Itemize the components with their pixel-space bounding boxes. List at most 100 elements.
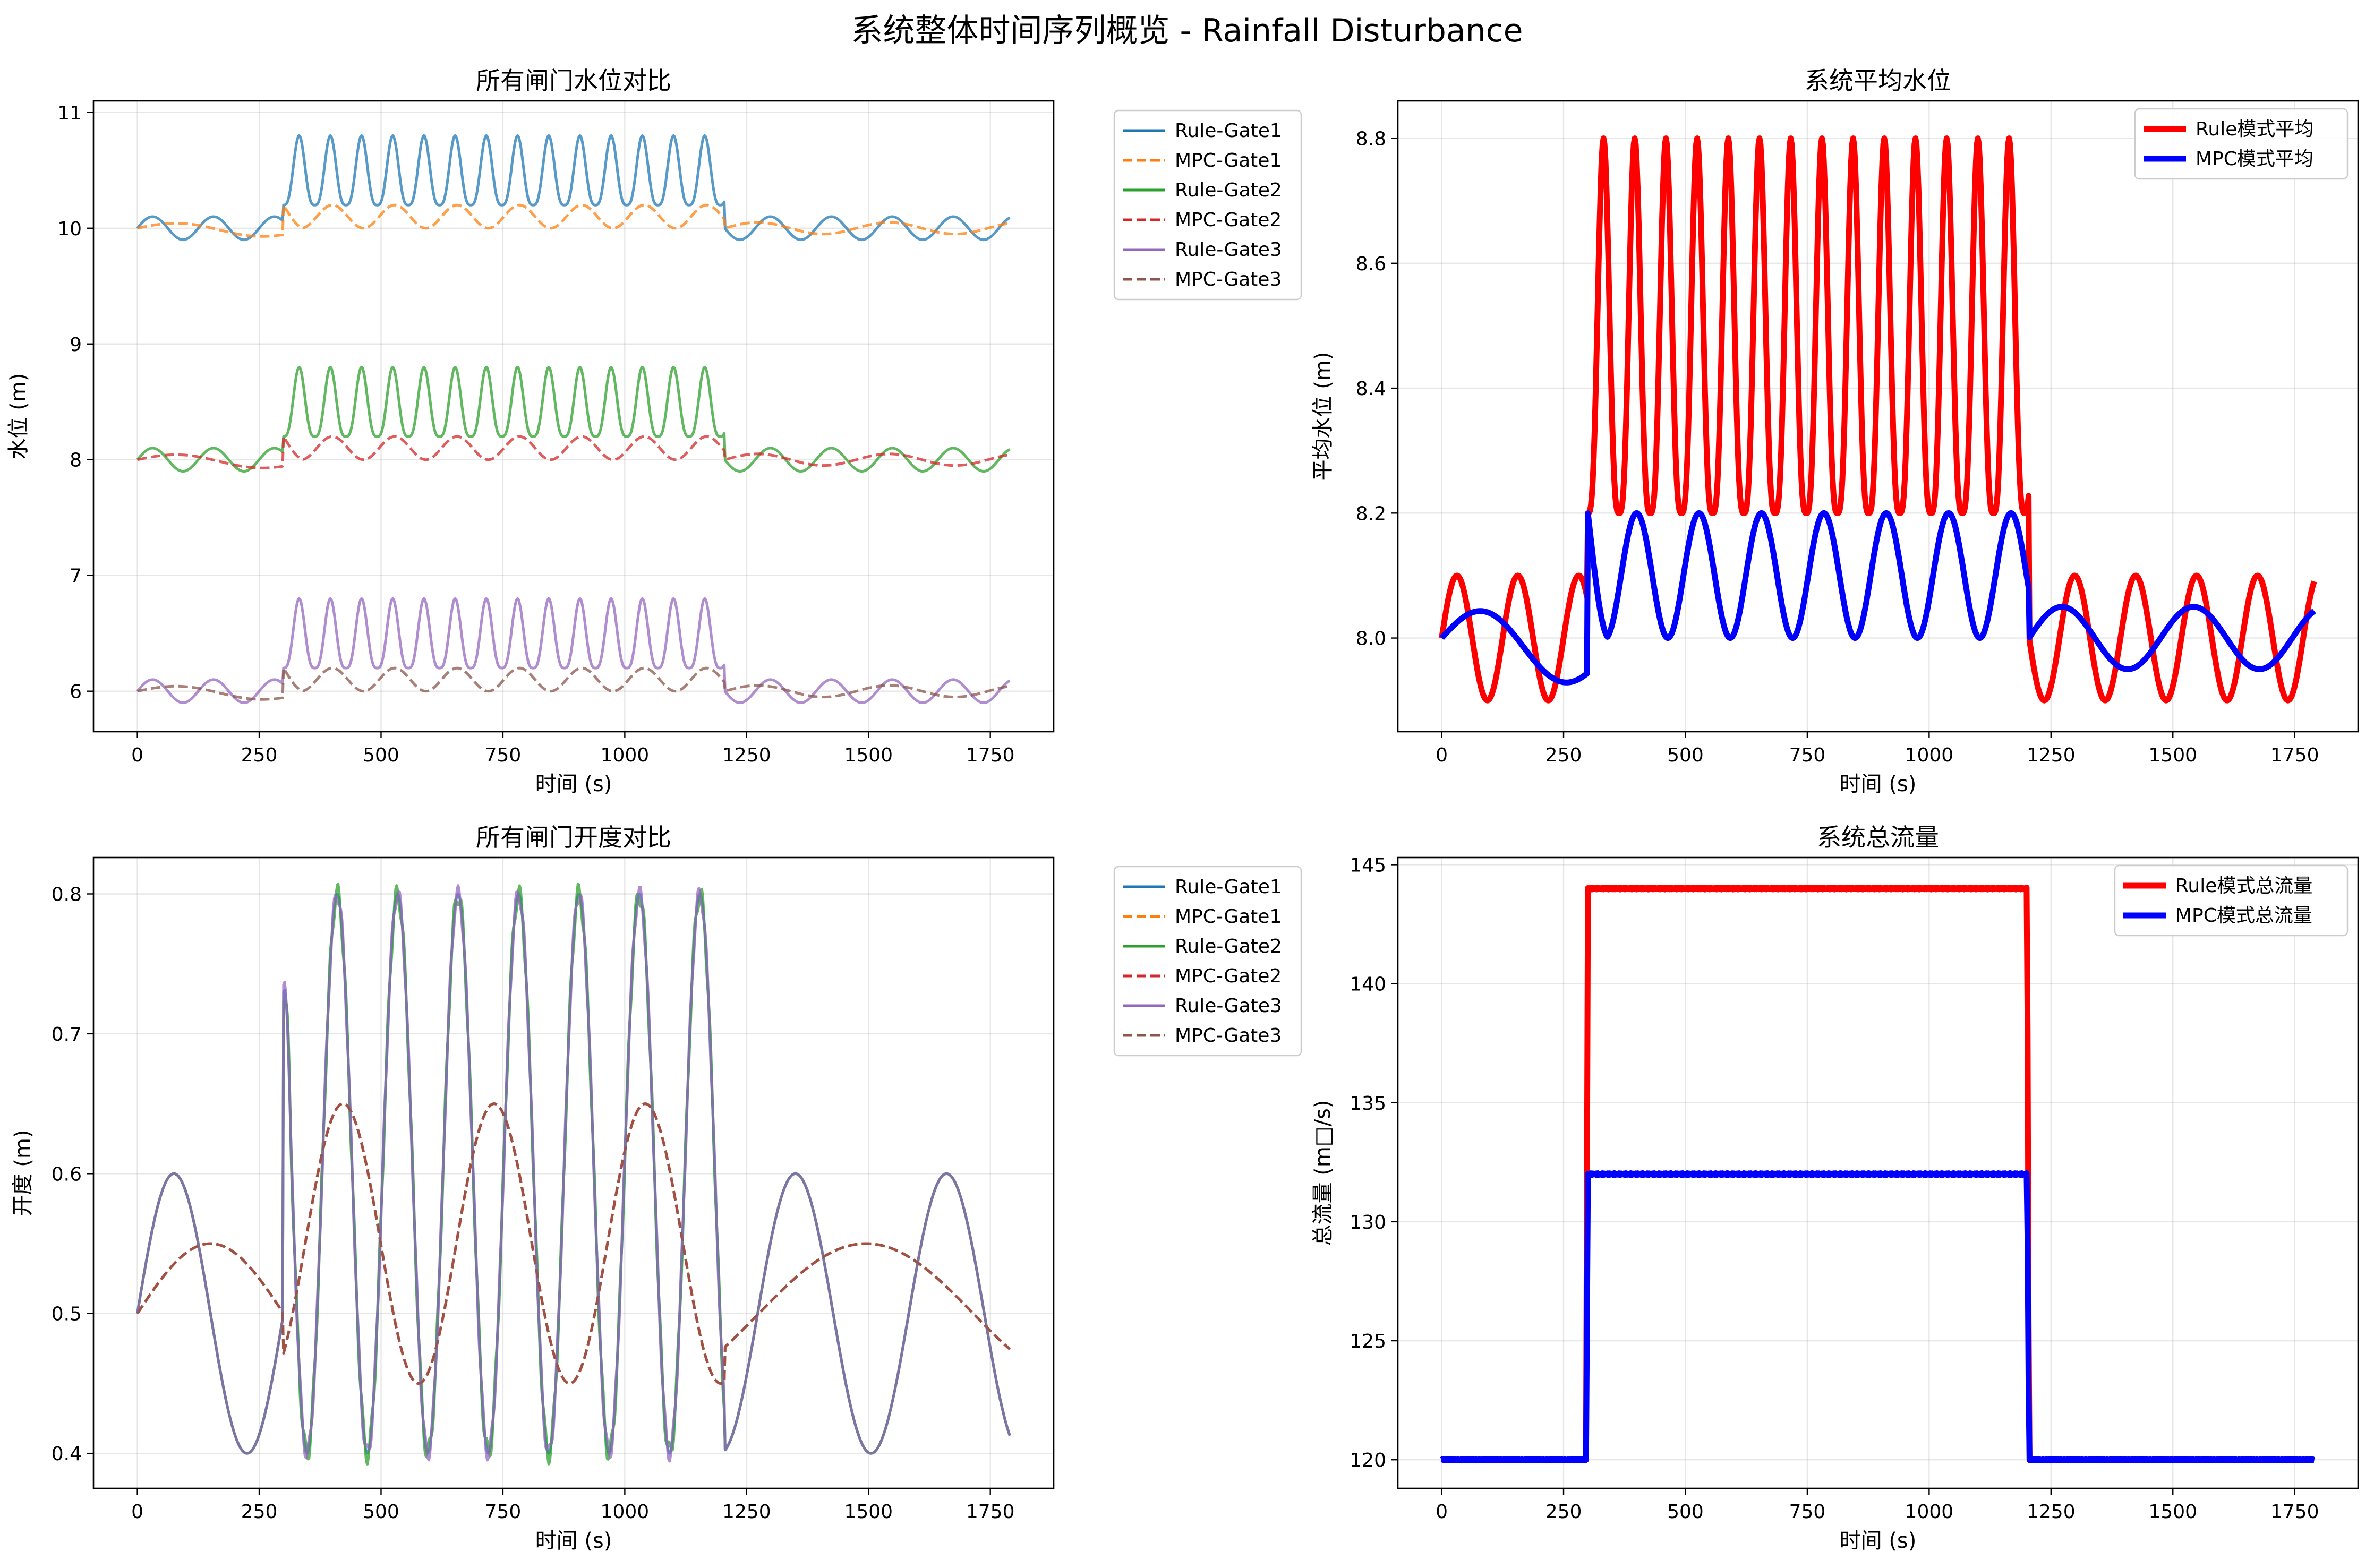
y-tick-label: 8.6 [1356,253,1386,275]
x-tick-label: 500 [1667,1501,1704,1523]
y-tick-label: 8.2 [1356,503,1386,525]
series-line-Rule-Gate1 [136,134,1011,242]
series-line-MPC-Gate2 [136,435,1011,469]
x-tick-label: 0 [131,744,143,766]
x-tick-label: 750 [485,744,522,766]
x-tick-label: 1750 [2270,744,2319,766]
chart-total-flow: 0 250 500 750 1000 1250 1500 1750 120 125 130 135 14… [1311,823,2359,1553]
x-tick-label: 1500 [844,744,893,766]
y-tick-label: 135 [1350,1093,1386,1115]
legend-box [1113,109,1302,301]
y-tick-label: 6 [70,681,82,703]
legend-label: MPC-Gate2 [1175,965,1282,987]
y-tick-label: 0.4 [52,1443,82,1465]
x-tick-label: 1500 [2148,1501,2197,1523]
legend-label: MPC模式总流量 [2175,905,2312,927]
series-group [1439,885,2317,1463]
x-tick-label: 1750 [966,744,1015,766]
x-tick-label: 250 [1545,744,1582,766]
legend-label: MPC-Gate1 [1175,150,1282,172]
x-tick-label: 1000 [1905,1501,1954,1523]
legend-label: Rule-Gate2 [1175,936,1282,957]
legend-label: Rule-Gate2 [1175,179,1282,201]
y-tick-label: 0.5 [52,1304,82,1325]
x-tick-label: 1250 [722,1501,771,1523]
y-tick-label: 0.7 [52,1024,82,1046]
legend-label: Rule模式平均 [2196,118,2313,140]
x-tick-label: 500 [1667,744,1704,766]
x-tick-label: 250 [241,744,278,766]
figure-title: 系统整体时间序列概览 - Rainfall Disturbance [851,12,1523,49]
series-line-MPC-Gate3 [136,1102,1011,1385]
plot-frame [1397,856,2359,1489]
y-axis-label: 水位 (m) [6,373,31,460]
chart-title: 系统平均水位 [1805,66,1951,95]
legend: Rule模式平均 MPC模式平均 [2134,108,2349,180]
x-tick-label: 750 [1789,1501,1826,1523]
series-line-MPC模式总流量 [1439,1170,2317,1463]
legend: Rule模式总流量 MPC模式总流量 [2114,864,2349,937]
y-tick-label: 0.8 [52,884,82,905]
x-tick-label: 1250 [2027,1501,2076,1523]
x-axis-label: 时间 (s) [1840,772,1917,796]
y-tick-label: 10 [57,218,82,240]
x-tick-label: 0 [131,1501,143,1523]
y-tick-label: 140 [1350,974,1386,996]
legend-label: MPC-Gate3 [1175,269,1282,290]
x-tick-label: 1000 [601,1501,650,1523]
x-axis-label: 时间 (s) [535,1529,612,1553]
legend-label: Rule-Gate3 [1175,995,1282,1017]
legend-label: Rule-Gate3 [1175,239,1282,261]
chart-average-level: 0 250 500 750 1000 1250 1500 1750 8.0 8.2 8.4 8.6 8.… [1311,66,2359,796]
chart-title: 所有闸门开度对比 [476,823,671,852]
x-tick-label: 750 [1789,744,1826,766]
y-tick-label: 0.6 [52,1163,82,1185]
series-line-MPC-Gate3 [136,666,1011,701]
x-tick-label: 250 [1545,1501,1582,1523]
legend-label: MPC-Gate3 [1175,1025,1282,1047]
series-line-MPC模式平均 [1439,510,2317,686]
x-tick-label: 500 [363,744,399,766]
series-group [1439,135,2317,704]
plot-frame [1397,100,2359,733]
x-tick-label: 1750 [2270,1501,2319,1523]
legend-label: Rule模式总流量 [2175,875,2312,897]
x-tick-label: 750 [485,1501,522,1523]
legend-label: MPC模式平均 [2196,148,2313,170]
x-tick-label: 0 [1436,744,1448,766]
y-axis-label: 开度 (m) [11,1130,35,1216]
legend-box [2134,108,2349,180]
chart-title: 系统总流量 [1817,823,1939,852]
series-group [136,882,1011,1466]
y-tick-label: 7 [70,565,82,587]
x-tick-label: 250 [241,1501,278,1523]
y-tick-label: 125 [1350,1331,1386,1352]
chart-water-levels: 0 250 500 750 1000 1250 1500 1750 6 7 8 9 10 11 所有闸门水位… [6,66,1302,796]
legend: Rule-Gate1 MPC-Gate1 Rule-Gate2 MPC-Gate2 Ru… [1113,109,1302,301]
legend: Rule-Gate1 MPC-Gate1 Rule-Gate2 MPC-Gate2 Ru… [1113,866,1302,1057]
plot-frame [92,856,1055,1489]
y-tick-label: 8.4 [1356,378,1386,400]
legend-label: MPC-Gate2 [1175,209,1282,231]
x-tick-label: 1500 [2148,744,2197,766]
x-tick-label: 0 [1436,1501,1448,1523]
series-line-Rule-Gate2 [136,365,1011,473]
y-axis-label: 平均水位 (m) [1311,352,1335,481]
x-tick-label: 1250 [722,744,771,766]
series-group [136,134,1011,704]
x-tick-label: 1000 [1905,744,1954,766]
series-line-MPC-Gate1 [136,203,1011,238]
y-tick-label: 120 [1350,1450,1386,1471]
x-axis-label: 时间 (s) [535,772,612,796]
legend-label: Rule-Gate1 [1175,120,1282,142]
y-axis-label: 总流量 (m□/s) [1311,1100,1335,1246]
x-tick-label: 1250 [2027,744,2076,766]
series-line-Rule-Gate3 [136,884,1011,1463]
legend-box [1113,866,1302,1057]
legend-box [2114,864,2349,937]
y-tick-label: 11 [57,102,82,124]
chart-title: 所有闸门水位对比 [476,66,671,95]
y-tick-label: 8.8 [1356,128,1386,150]
series-line-Rule-Gate3 [136,597,1011,704]
